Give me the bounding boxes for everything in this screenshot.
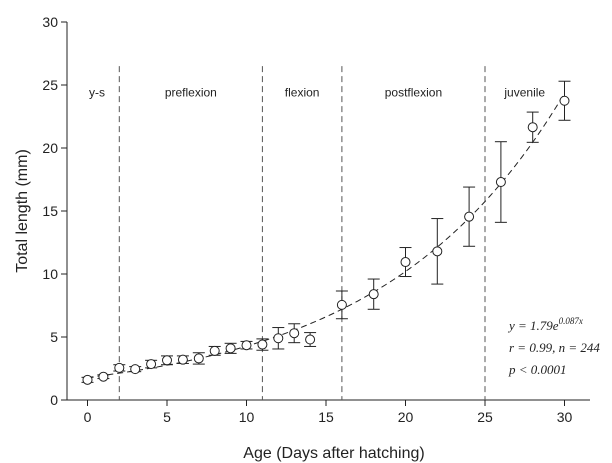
fit-equation: y = 1.79e0.087x r = 0.99, n = 244 p < 0.…: [507, 316, 600, 377]
data-point: [192, 352, 205, 365]
data-point: [97, 371, 110, 382]
data-point-marker: [114, 362, 125, 373]
phase-label: juvenile: [503, 85, 545, 99]
x-tick-label: 5: [163, 409, 171, 425]
equation-exponent: 0.087x: [559, 316, 583, 326]
y-tick-label: 20: [42, 140, 58, 156]
data-point-marker: [527, 122, 538, 133]
phase-label: preflexion: [165, 85, 217, 99]
data-point: [367, 278, 380, 310]
data-point-marker: [82, 374, 93, 385]
y-tick-label: 15: [42, 203, 58, 219]
x-tick-label: 0: [84, 409, 92, 425]
data-point-marker: [146, 359, 157, 370]
equation-line-3: p < 0.0001: [508, 362, 567, 377]
x-tick-label: 15: [318, 409, 334, 425]
y-tick-label: 10: [42, 266, 58, 282]
phase-labels: y-s preflexion flexion postflexion juvenile: [89, 85, 545, 99]
y-axis-ticks: 0 5 10 15 20 25 30: [42, 14, 67, 408]
phase-label: flexion: [285, 85, 320, 99]
data-point-marker: [559, 95, 570, 106]
data-point-marker: [336, 299, 347, 310]
phase-dividers: [118, 66, 486, 400]
data-point-marker: [209, 345, 220, 356]
data-point-marker: [162, 355, 172, 366]
equation-base: y = 1.79e: [507, 318, 559, 333]
data-point: [176, 354, 189, 365]
data-point: [113, 362, 126, 373]
data-point-marker: [305, 334, 316, 345]
x-axis-ticks: 0 5 10 15 20 25 30: [84, 400, 573, 425]
data-point: [494, 141, 507, 223]
data-point: [399, 247, 412, 278]
data-point-marker: [368, 289, 379, 300]
data-point-marker: [400, 257, 411, 268]
data-point-marker: [432, 246, 443, 257]
phase-label: postflexion: [385, 85, 442, 99]
x-tick-label: 20: [398, 409, 414, 425]
data-point-marker: [495, 177, 506, 188]
data-point: [304, 332, 317, 347]
data-point: [463, 186, 476, 247]
equation-line-2: r = 0.99, n = 244: [509, 340, 600, 355]
y-tick-label: 5: [50, 329, 58, 345]
data-point: [558, 80, 571, 121]
data-point-marker: [193, 353, 204, 364]
data-point: [224, 342, 237, 354]
data-point: [335, 290, 348, 320]
y-axis-title: Total length (mm): [14, 149, 31, 273]
x-axis-title: Age (Days after hatching): [243, 445, 424, 462]
data-point: [81, 374, 94, 385]
phase-label: y-s: [89, 85, 105, 99]
y-tick-label: 0: [50, 392, 58, 408]
data-points: [81, 80, 571, 385]
x-tick-label: 25: [477, 409, 493, 425]
data-point: [431, 218, 444, 285]
data-point-marker: [241, 340, 252, 351]
data-point-marker: [289, 328, 300, 339]
data-point: [145, 359, 158, 370]
x-tick-label: 10: [239, 409, 255, 425]
y-tick-label: 25: [42, 77, 58, 93]
data-point-marker: [177, 354, 188, 365]
data-point: [526, 111, 539, 143]
data-point-marker: [257, 339, 268, 350]
data-point: [272, 327, 285, 350]
data-point: [161, 355, 173, 366]
fit-curve: [87, 93, 565, 378]
data-point: [256, 338, 269, 351]
data-point-marker: [273, 333, 284, 344]
data-point: [288, 323, 301, 344]
equation-line-1: y = 1.79e0.087x: [507, 316, 583, 333]
data-point: [208, 345, 221, 356]
data-point-marker: [225, 343, 236, 354]
data-point-marker: [130, 364, 141, 375]
data-point: [240, 340, 253, 351]
data-point-marker: [464, 211, 475, 222]
y-tick-label: 30: [42, 14, 58, 30]
data-point-marker: [98, 371, 109, 382]
x-tick-label: 30: [557, 409, 573, 425]
data-point: [129, 364, 142, 375]
